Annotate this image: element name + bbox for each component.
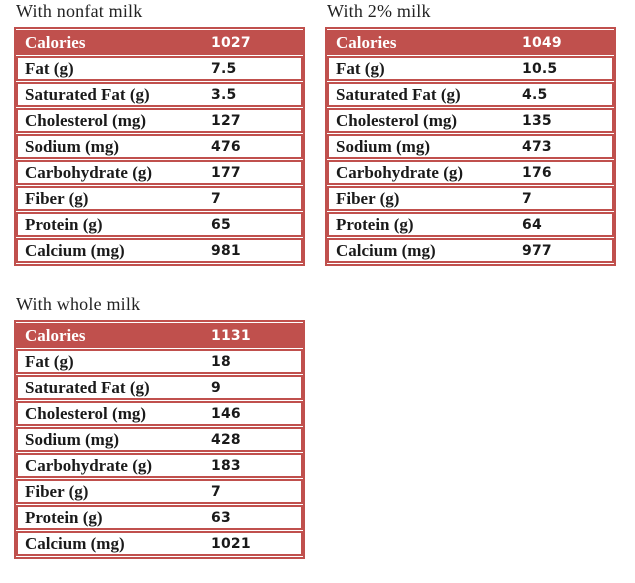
- table-title: With 2% milk: [327, 1, 431, 21]
- row-label: Protein (g): [336, 214, 414, 234]
- table-title: With whole milk: [16, 294, 141, 314]
- table-row: Cholesterol (mg) 146: [16, 401, 303, 426]
- row-label: Fiber (g): [336, 188, 400, 208]
- row-label: Cholesterol (mg): [25, 110, 147, 130]
- row-value: 7.5: [211, 60, 237, 77]
- row-value: 977: [522, 242, 552, 259]
- table-row: Sodium (mg) 473: [327, 134, 614, 159]
- row-label: Carbohydrate (g): [336, 162, 464, 182]
- row-value: 476: [211, 138, 241, 155]
- row-label: Calcium (mg): [336, 240, 436, 260]
- table-row: Calcium (mg) 1021: [16, 531, 303, 556]
- table-row: Saturated Fat (g) 9: [16, 375, 303, 400]
- table-row: Fiber (g) 7: [327, 186, 614, 211]
- row-value: 176: [522, 164, 552, 181]
- header-value: 1027: [211, 34, 251, 51]
- table-row: Carbohydrate (g) 183: [16, 453, 303, 478]
- row-value: 146: [211, 405, 241, 422]
- table-row: Cholesterol (mg) 135: [327, 108, 614, 133]
- row-value: 65: [211, 216, 231, 233]
- header-label: Calories: [25, 325, 86, 345]
- row-label: Saturated Fat (g): [25, 377, 150, 397]
- row-value: 183: [211, 457, 241, 474]
- row-value: 981: [211, 242, 241, 259]
- table-row: Sodium (mg) 476: [16, 134, 303, 159]
- nutrition-table-whole-milk: With whole milk Calories 1131 Fat (g) 18…: [14, 294, 305, 559]
- nutrition-table: Calories 1049 Fat (g) 10.5 Saturated Fat…: [325, 27, 616, 266]
- nutrition-table-nonfat-milk: With nonfat milk Calories 1027 Fat (g) 7…: [14, 1, 305, 266]
- row-label: Saturated Fat (g): [25, 84, 150, 104]
- table-row: Fiber (g) 7: [16, 479, 303, 504]
- table-row: Fat (g) 7.5: [16, 56, 303, 81]
- table-header-row: Calories 1027: [16, 30, 303, 55]
- row-value: 3.5: [211, 86, 237, 103]
- row-label: Cholesterol (mg): [336, 110, 458, 130]
- table-row: Protein (g) 65: [16, 212, 303, 237]
- row-value: 473: [522, 138, 552, 155]
- row-value: 7: [522, 190, 532, 207]
- nutrition-table-2percent-milk: With 2% milk Calories 1049 Fat (g) 10.5 …: [325, 1, 616, 266]
- nutrition-table: Calories 1027 Fat (g) 7.5 Saturated Fat …: [14, 27, 305, 266]
- row-label: Fiber (g): [25, 481, 89, 501]
- table-row: Sodium (mg) 428: [16, 427, 303, 452]
- row-value: 10.5: [522, 60, 558, 77]
- header-value: 1131: [211, 327, 251, 344]
- table-row: Calcium (mg) 981: [16, 238, 303, 263]
- table-header-row: Calories 1131: [16, 323, 303, 348]
- row-value: 135: [522, 112, 552, 129]
- row-label: Sodium (mg): [25, 136, 119, 156]
- row-value: 64: [522, 216, 542, 233]
- table-row: Fat (g) 10.5: [327, 56, 614, 81]
- row-label: Carbohydrate (g): [25, 162, 153, 182]
- header-label: Calories: [25, 32, 86, 52]
- table-row: Saturated Fat (g) 4.5: [327, 82, 614, 107]
- table-row: Cholesterol (mg) 127: [16, 108, 303, 133]
- table-row: Carbohydrate (g) 176: [327, 160, 614, 185]
- nutrition-table: Calories 1131 Fat (g) 18 Saturated Fat (…: [14, 320, 305, 559]
- row-label: Sodium (mg): [25, 429, 119, 449]
- row-label: Protein (g): [25, 214, 103, 234]
- row-label: Carbohydrate (g): [25, 455, 153, 475]
- row-value: 1021: [211, 535, 251, 552]
- row-label: Cholesterol (mg): [25, 403, 147, 423]
- row-label: Saturated Fat (g): [336, 84, 461, 104]
- row-value: 7: [211, 483, 221, 500]
- row-label: Calcium (mg): [25, 240, 125, 260]
- row-label: Calcium (mg): [25, 533, 125, 553]
- header-value: 1049: [522, 34, 562, 51]
- table-title: With nonfat milk: [16, 1, 143, 21]
- table-row: Fat (g) 18: [16, 349, 303, 374]
- table-row: Saturated Fat (g) 3.5: [16, 82, 303, 107]
- table-row: Protein (g) 64: [327, 212, 614, 237]
- row-value: 7: [211, 190, 221, 207]
- row-value: 4.5: [522, 86, 548, 103]
- row-label: Fat (g): [25, 351, 74, 371]
- row-label: Protein (g): [25, 507, 103, 527]
- table-row: Fiber (g) 7: [16, 186, 303, 211]
- row-value: 18: [211, 353, 231, 370]
- header-label: Calories: [336, 32, 397, 52]
- row-value: 127: [211, 112, 241, 129]
- table-row: Carbohydrate (g) 177: [16, 160, 303, 185]
- table-row: Protein (g) 63: [16, 505, 303, 530]
- table-header-row: Calories 1049: [327, 30, 614, 55]
- table-row: Calcium (mg) 977: [327, 238, 614, 263]
- row-label: Fiber (g): [25, 188, 89, 208]
- row-value: 9: [211, 379, 221, 396]
- row-label: Sodium (mg): [336, 136, 430, 156]
- row-label: Fat (g): [336, 58, 385, 78]
- row-value: 63: [211, 509, 231, 526]
- row-value: 428: [211, 431, 241, 448]
- row-value: 177: [211, 164, 241, 181]
- row-label: Fat (g): [25, 58, 74, 78]
